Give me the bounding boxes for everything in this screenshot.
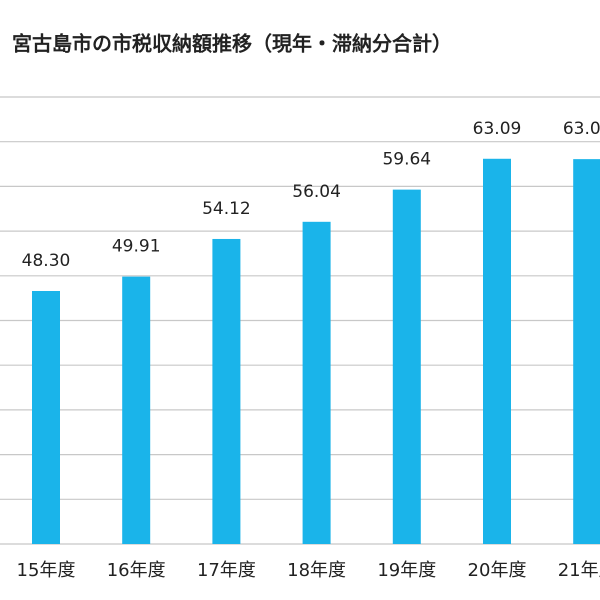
value-label: 59.64 bbox=[382, 150, 431, 170]
x-tick-label: 19年度 bbox=[377, 560, 436, 581]
x-tick-label: 17年度 bbox=[197, 560, 256, 581]
value-label: 63.09 bbox=[473, 119, 522, 139]
chart-title: 宮古島市の市税収納額推移（現年・滞納分合計） bbox=[12, 32, 452, 56]
value-label: 63.05 bbox=[563, 119, 600, 139]
bar bbox=[302, 221, 331, 544]
x-tick-label: 20年度 bbox=[468, 560, 527, 581]
bar bbox=[483, 158, 511, 545]
bar bbox=[212, 238, 241, 544]
value-label: 49.91 bbox=[112, 237, 161, 257]
x-tick-label: 15年度 bbox=[17, 560, 76, 581]
x-tick-label: 21年度 bbox=[558, 560, 600, 581]
value-label: 48.30 bbox=[22, 251, 71, 271]
value-label: 56.04 bbox=[292, 182, 341, 202]
x-tick-label: 16年度 bbox=[107, 560, 166, 581]
bar bbox=[573, 159, 600, 544]
value-label: 54.12 bbox=[202, 199, 251, 219]
bar bbox=[32, 290, 60, 544]
bar bbox=[392, 189, 421, 544]
x-tick-label: 18年度 bbox=[287, 560, 346, 581]
bar bbox=[122, 276, 151, 544]
